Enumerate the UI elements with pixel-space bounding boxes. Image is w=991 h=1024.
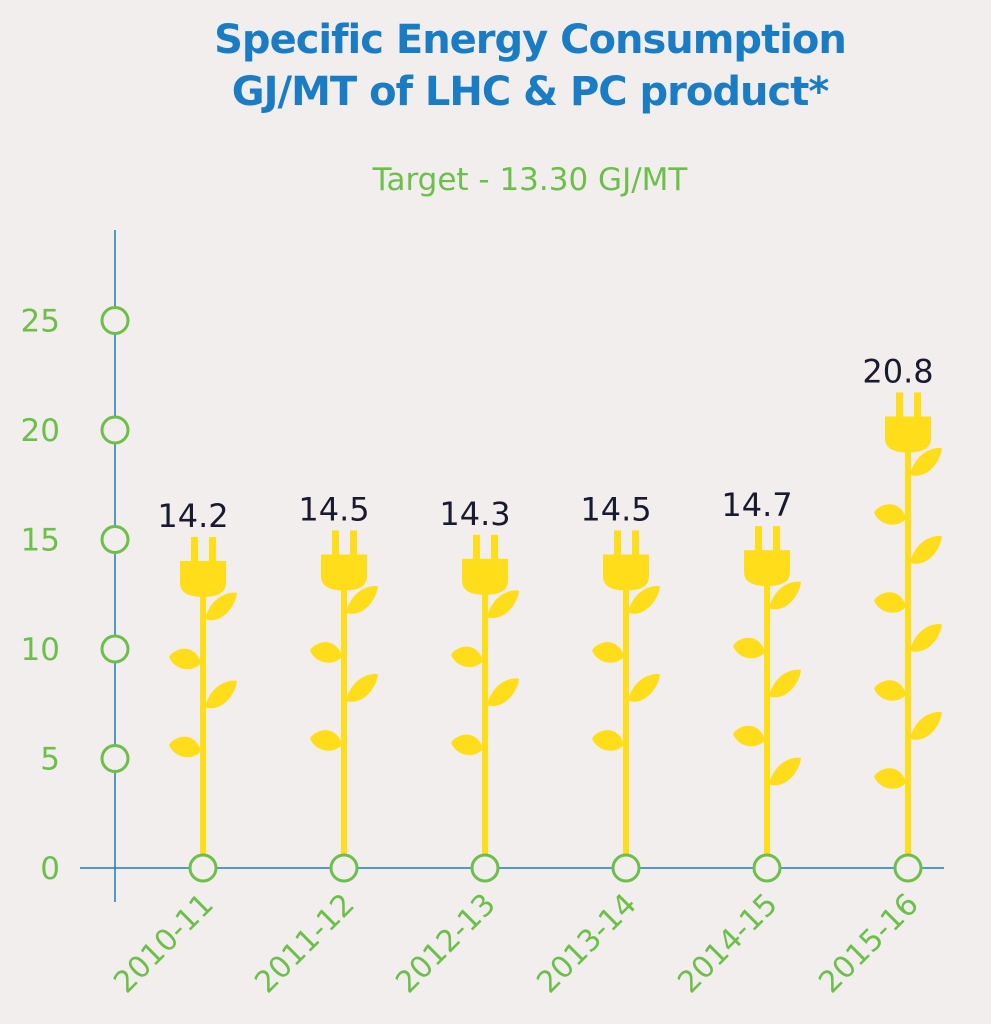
chart-subtitle: Target - 13.30 GJ/MT: [372, 162, 688, 198]
y-tick-label: 5: [40, 742, 60, 778]
plug-icon: [744, 550, 790, 587]
leaf-icon: [346, 586, 378, 614]
chart-title-line-1: Specific Energy Consumption: [214, 17, 847, 63]
data-label: 14.3: [439, 495, 510, 533]
bar-stem: [905, 448, 911, 858]
data-label: 14.2: [157, 497, 228, 535]
x-tick-label: 2012-13: [389, 887, 502, 1000]
plug-prong-right: [773, 526, 780, 551]
plug-prong-left: [191, 537, 198, 562]
leaf-icon: [592, 730, 624, 751]
leaf-icon: [910, 712, 942, 740]
plug-prong-left: [614, 530, 621, 555]
leaf-icon: [874, 592, 906, 613]
data-label: 14.5: [580, 490, 651, 528]
bar-2012-13: 14.3 2012-13: [389, 495, 519, 1000]
leaf-icon: [169, 736, 201, 758]
plug-icon: [180, 561, 226, 598]
y-tick-label: 0: [40, 851, 60, 887]
leaf-icon: [628, 674, 660, 702]
x-tick-marker: [611, 853, 641, 883]
y-tick-label: 20: [21, 413, 60, 449]
leaf-icon: [910, 624, 942, 652]
plug-prong-right: [350, 530, 357, 555]
leaf-icon: [169, 648, 201, 670]
bar-stem: [341, 586, 347, 858]
y-tick-marker: [100, 415, 130, 445]
plug-prong-right: [209, 537, 216, 562]
x-tick-label: 2014-15: [671, 887, 784, 1000]
bar-stem: [482, 590, 488, 858]
leaf-icon: [205, 592, 237, 621]
chart-title-line-2: GJ/MT of LHC & PC product*: [231, 69, 830, 115]
x-tick-marker: [893, 853, 923, 883]
plug-icon: [885, 416, 931, 453]
plug-prong-left: [755, 526, 762, 551]
leaf-icon: [592, 642, 624, 663]
data-label: 20.8: [862, 352, 933, 390]
bar-2015-16: 20.8 2015-16: [812, 352, 942, 1000]
x-tick-label: 2015-16: [812, 887, 925, 1000]
x-tick-label: 2013-14: [530, 887, 643, 1000]
plug-prong-right: [632, 530, 639, 555]
x-tick-marker: [188, 853, 218, 883]
y-tick-marker: [100, 744, 130, 773]
bar-2010-11: 14.2 2010-11: [107, 497, 237, 1000]
x-tick-label: 2011-12: [248, 887, 361, 1000]
leaf-icon: [346, 674, 378, 702]
leaf-icon: [874, 680, 906, 701]
y-tick-marker: [100, 525, 130, 554]
x-tick-marker: [470, 853, 500, 883]
data-label: 14.5: [298, 490, 369, 528]
x-tick-label: 2010-11: [107, 887, 220, 1000]
y-tick-marker: [100, 634, 130, 664]
leaf-icon: [910, 448, 942, 476]
plug-icon: [321, 554, 367, 591]
leaf-icon: [874, 504, 906, 525]
leaf-icon: [769, 669, 801, 698]
plug-prong-right: [491, 534, 498, 559]
leaf-icon: [733, 637, 765, 659]
leaf-icon: [487, 590, 519, 619]
plug-icon: [603, 554, 649, 591]
y-tick-label: 15: [21, 523, 60, 559]
bar-2011-12: 14.5 2011-12: [248, 490, 378, 1000]
leaf-icon: [733, 725, 765, 747]
leaf-icon: [310, 730, 342, 751]
leaf-icon: [769, 581, 801, 610]
bar-2013-14: 14.5 2013-14: [530, 490, 660, 1000]
plug-icon: [462, 558, 508, 595]
leaf-icon: [628, 586, 660, 614]
leaf-icon: [910, 536, 942, 564]
x-tick-marker: [752, 853, 782, 883]
x-tick-marker: [329, 853, 359, 883]
bar-stem: [623, 586, 629, 858]
leaf-icon: [205, 680, 237, 709]
data-label: 14.7: [721, 486, 792, 524]
bar-2014-15: 14.7 2014-15: [671, 486, 801, 1000]
plug-prong-left: [332, 530, 339, 555]
plug-prong-left: [473, 534, 480, 559]
y-tick-label: 10: [21, 632, 60, 668]
chart-title: Specific Energy Consumption GJ/MT of LHC…: [0, 14, 991, 118]
leaf-icon: [310, 642, 342, 663]
leaf-icon: [451, 646, 483, 668]
leaf-icon: [874, 768, 906, 789]
leaf-icon: [451, 734, 483, 756]
y-tick-label: 25: [21, 304, 60, 340]
plug-prong-left: [896, 392, 903, 417]
bar-stem: [200, 593, 206, 858]
y-tick-marker: [100, 306, 130, 335]
leaf-icon: [487, 678, 519, 707]
plug-prong-right: [914, 392, 921, 417]
bar-stem: [764, 582, 770, 858]
leaf-icon: [769, 757, 801, 786]
